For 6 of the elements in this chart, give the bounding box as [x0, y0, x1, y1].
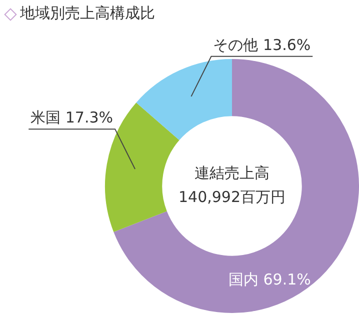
chart-title: 地域別売上高構成比 [20, 4, 155, 23]
slice-label: 米国 17.3% [30, 108, 114, 126]
text: 連結売上高 [194, 164, 270, 182]
slice-label: 国内 69.1% [228, 270, 311, 288]
text: 140,992百万円 [178, 188, 286, 206]
slice-label: その他 13.6% [213, 36, 311, 54]
